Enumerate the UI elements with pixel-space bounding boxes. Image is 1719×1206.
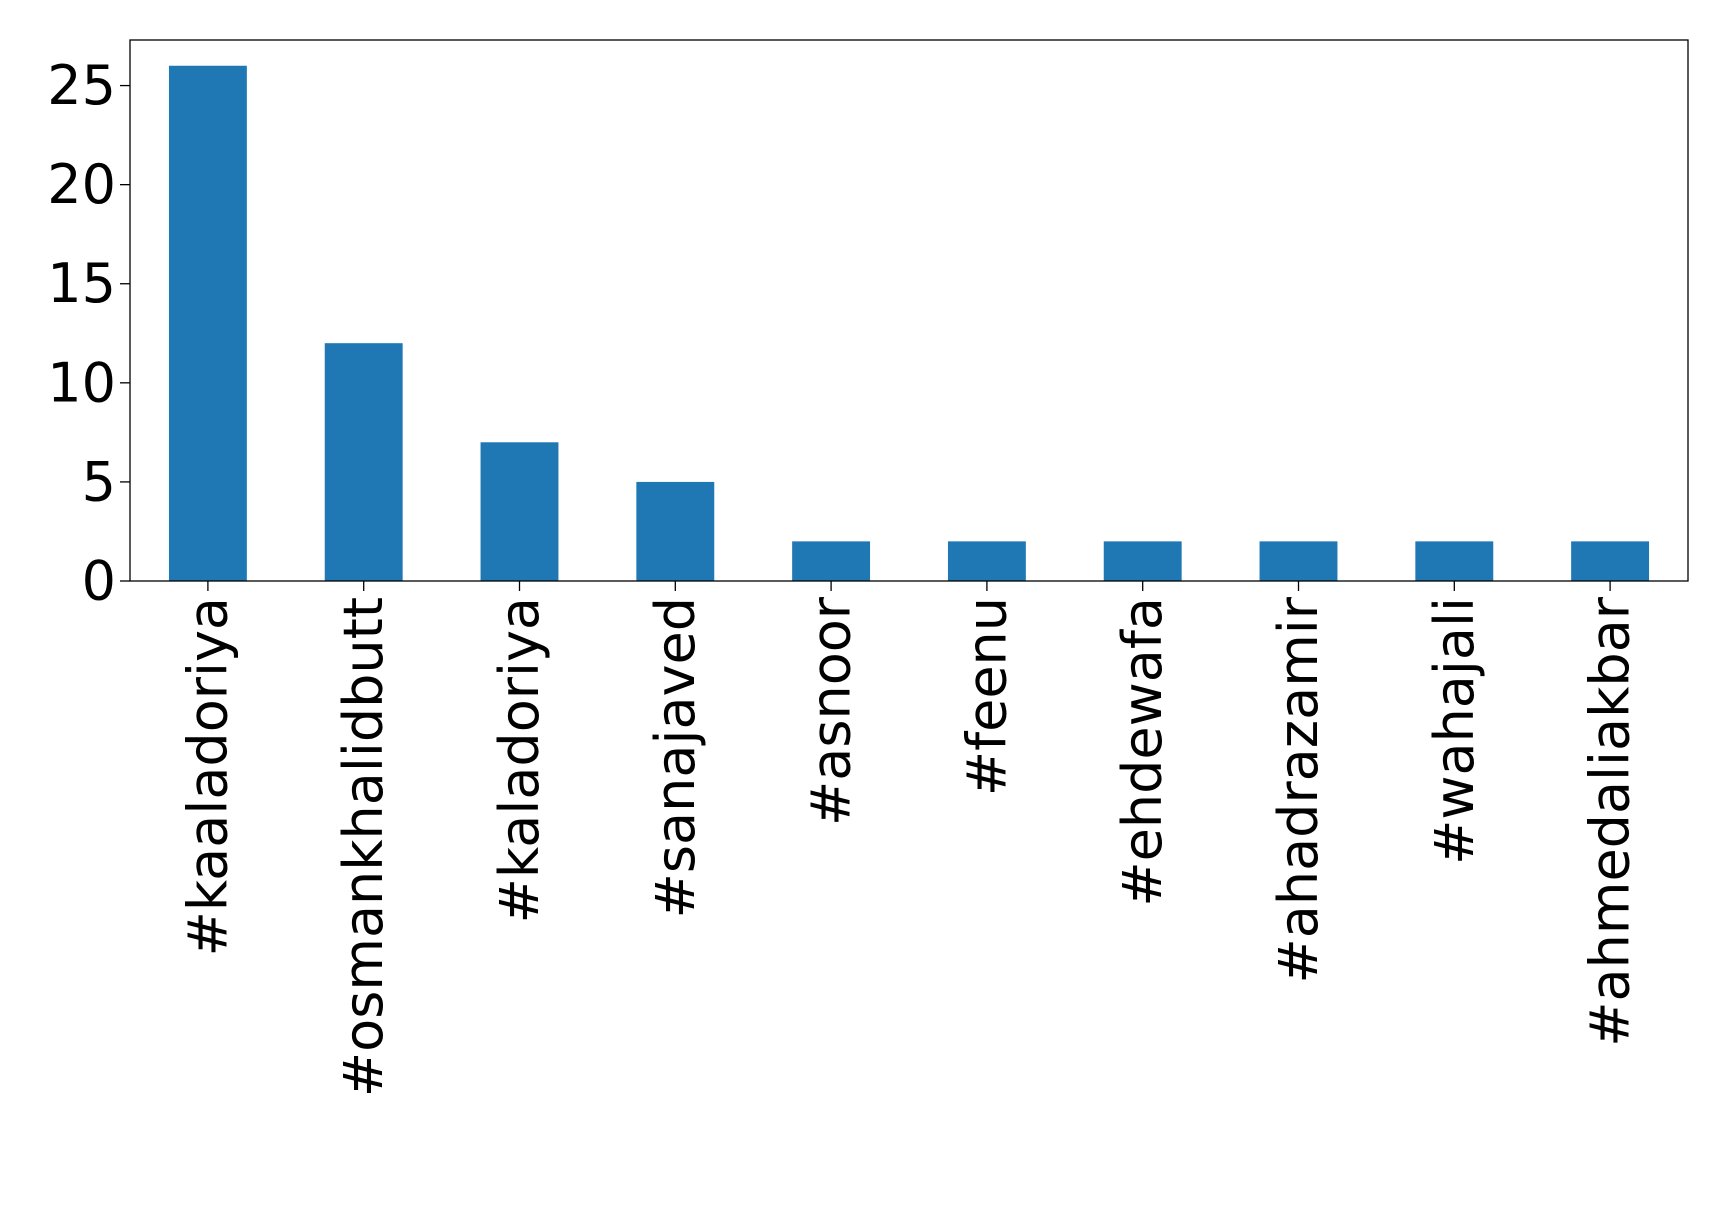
y-tick-label: 0 — [82, 550, 116, 613]
bar — [947, 541, 1026, 581]
y-tick-label: 20 — [47, 153, 116, 216]
y-tick-label: 25 — [47, 54, 116, 117]
bar — [480, 442, 559, 581]
x-tick-label: #kaladoriya — [488, 597, 551, 923]
plot-frame — [129, 39, 1689, 582]
y-tick-label: 5 — [82, 450, 116, 513]
bar — [1571, 541, 1650, 581]
x-tick-label: #feenu — [955, 597, 1018, 796]
bar — [1415, 541, 1494, 581]
bars-group — [168, 65, 1650, 581]
x-axis: #kaaladoriya #osmankhalidbutt #kaladoriya #… — [176, 581, 1642, 1097]
bar — [168, 65, 247, 581]
bar — [1259, 541, 1338, 581]
x-tick-label: #sanajaved — [644, 597, 707, 918]
x-tick-label: #ehdewafa — [1111, 597, 1174, 907]
x-tick-label: #osmankhalidbutt — [332, 597, 395, 1097]
bar — [636, 481, 715, 581]
y-axis: 0 5 10 15 20 25 — [47, 54, 130, 613]
x-tick-label: #ahadrazamir — [1267, 596, 1330, 983]
x-tick-label: #asnoor — [800, 596, 863, 826]
bar — [324, 343, 403, 581]
bar — [1103, 541, 1182, 581]
y-tick-label: 10 — [47, 351, 116, 414]
x-tick-label: #wahajali — [1423, 597, 1486, 865]
y-tick-label: 15 — [47, 252, 116, 315]
x-tick-label: #ahmedaliakbar — [1579, 596, 1642, 1046]
bar — [792, 541, 871, 581]
x-tick-label: #kaaladoriya — [176, 597, 239, 956]
